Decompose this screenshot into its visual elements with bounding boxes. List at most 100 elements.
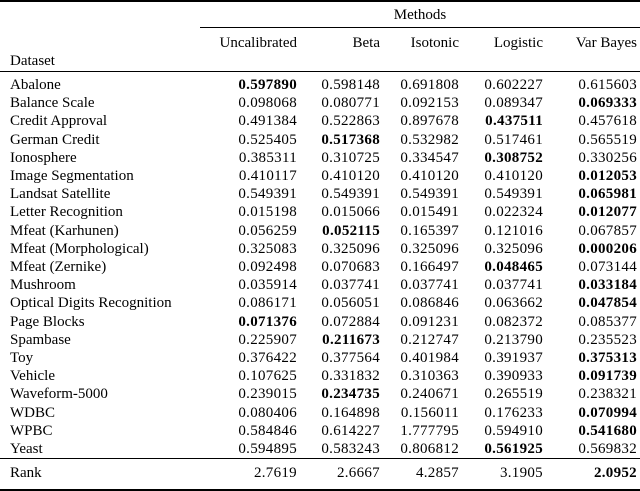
value-cell: 0.391937: [484, 350, 543, 367]
value-cell: 1.777795: [400, 422, 459, 439]
column-header-beta: Beta: [352, 35, 381, 51]
rank-value-cell: 2.6667: [300, 458, 383, 491]
table-row: Balance Scale 0.098068 0.080771 0.092153 0.0…: [0, 94, 640, 112]
dataset-name: German Credit: [10, 131, 100, 148]
value-cell: 0.033184: [578, 277, 637, 294]
value-cell: 0.541680: [578, 422, 637, 439]
methods-group-row: Methods: [0, 1, 640, 28]
value-cell: 0.065981: [578, 186, 637, 203]
value-cell: 0.085377: [578, 313, 637, 330]
value-cell: 0.584846: [238, 422, 297, 439]
value-cell: 0.012077: [578, 204, 637, 221]
value-cell: 0.000206: [578, 240, 637, 257]
table-header: Methods Uncalibrated Beta Isotonic Logistic…: [0, 1, 640, 72]
value-cell: 0.457618: [578, 113, 637, 130]
value-cell: 0.376422: [238, 350, 297, 367]
dataset-name: Abalone: [10, 77, 61, 93]
value-cell: 0.037741: [484, 277, 543, 294]
value-cell: 0.107625: [238, 368, 297, 385]
value-cell: 0.235523: [578, 331, 637, 348]
rank-value-cell: 3.1905: [462, 458, 546, 491]
value-cell: 0.166497: [400, 259, 459, 276]
value-cell: 0.594895: [238, 441, 297, 458]
value-cell: 0.549391: [238, 186, 297, 203]
value-cell: 0.569832: [578, 441, 637, 458]
value-cell: 0.165397: [400, 222, 459, 239]
dataset-name: Mushroom: [10, 277, 76, 294]
column-header-row: Uncalibrated Beta Isotonic Logistic Var Baye…: [0, 28, 640, 54]
value-cell: 0.614227: [321, 422, 380, 439]
table-row: Waveform-5000 0.239015 0.234735 0.240671 0.2…: [0, 385, 640, 403]
value-cell: 0.410120: [321, 168, 380, 185]
table-row: Credit Approval 0.491384 0.522863 0.897678 0…: [0, 112, 640, 130]
value-cell: 0.325083: [238, 240, 297, 257]
value-cell: 0.070994: [578, 404, 637, 421]
value-cell: 0.239015: [238, 386, 297, 403]
value-cell: 0.073144: [578, 259, 637, 276]
dataset-name: Balance Scale: [10, 95, 95, 112]
value-cell: 0.597890: [238, 77, 297, 93]
value-cell: 0.022324: [484, 204, 543, 221]
table-row: Optical Digits Recognition 0.086171 0.0560…: [0, 294, 640, 312]
table-row: Mushroom 0.035914 0.037741 0.037741 0.037741…: [0, 276, 640, 294]
methods-group-header: Methods: [200, 1, 640, 28]
rank-value-cell: 2.0952: [546, 458, 640, 491]
value-cell: 0.532982: [400, 131, 459, 148]
value-cell: 0.212747: [400, 331, 459, 348]
dataset-name: Mfeat (Morphological): [10, 240, 149, 257]
value-cell: 0.121016: [484, 222, 543, 239]
value-cell: 0.437511: [485, 113, 543, 130]
table-body: Abalone 0.597890 0.598148 0.691808 0.602227 0…: [0, 72, 640, 459]
table-row: Letter Recognition 0.015198 0.015066 0.0154…: [0, 203, 640, 221]
value-cell: 0.086846: [400, 295, 459, 312]
table-row: Toy 0.376422 0.377564 0.401984 0.391937 0.375…: [0, 349, 640, 367]
value-cell: 0.615603: [578, 77, 637, 93]
value-cell: 0.390933: [484, 368, 543, 385]
value-cell: 0.091231: [400, 313, 459, 330]
value-cell: 0.012053: [578, 168, 637, 185]
value-cell: 0.594910: [484, 422, 543, 439]
value-cell: 0.080406: [238, 404, 297, 421]
table-row: WDBC 0.080406 0.164898 0.156011 0.176233 0.07…: [0, 404, 640, 422]
value-cell: 0.063662: [484, 295, 543, 312]
value-cell: 0.308752: [484, 149, 543, 166]
table-row: Image Segmentation 0.410117 0.410120 0.4101…: [0, 167, 640, 185]
dataset-name: Toy: [10, 350, 34, 367]
dataset-column-label: Dataset: [0, 53, 200, 72]
value-cell: 0.082372: [484, 313, 543, 330]
corner-spacer-cell: [0, 28, 200, 54]
dataset-name: Spambase: [10, 331, 71, 348]
dataset-name: Optical Digits Recognition: [10, 295, 172, 312]
dataset-name: WPBC: [10, 422, 53, 439]
table-row: Vehicle 0.107625 0.331832 0.310363 0.390933 0…: [0, 367, 640, 385]
dataset-label-row: Dataset: [0, 53, 640, 72]
dataset-name: Yeast: [10, 441, 43, 458]
value-cell: 0.549391: [484, 186, 543, 203]
column-header-logistic: Logistic: [493, 35, 543, 51]
value-cell: 0.806812: [400, 441, 459, 458]
value-cell: 0.156011: [400, 404, 459, 421]
value-cell: 0.525405: [238, 131, 297, 148]
dataset-name: Mfeat (Karhunen): [10, 222, 119, 239]
corner-spacer-cell: [0, 1, 200, 28]
value-cell: 0.691808: [400, 77, 459, 93]
table-row: Abalone 0.597890 0.598148 0.691808 0.602227 0…: [0, 72, 640, 95]
value-cell: 0.310725: [321, 149, 380, 166]
value-cell: 0.334547: [400, 149, 459, 166]
value-cell: 0.037741: [321, 277, 380, 294]
value-cell: 0.015491: [400, 204, 459, 221]
dataset-name: WDBC: [10, 404, 55, 421]
value-cell: 0.517368: [321, 131, 380, 148]
table-footer: Rank 2.7619 2.6667 4.2857 3.1905 2.0952: [0, 458, 640, 491]
value-cell: 0.410120: [484, 168, 543, 185]
dataset-name: Landsat Satellite: [10, 186, 111, 203]
table-row: Mfeat (Zernike) 0.092498 0.070683 0.166497 0…: [0, 258, 640, 276]
column-header-uncalibrated: Uncalibrated: [219, 35, 297, 51]
value-cell: 0.310363: [400, 368, 459, 385]
value-cell: 0.325096: [400, 240, 459, 257]
value-cell: 0.052115: [322, 222, 380, 239]
value-cell: 0.401984: [400, 350, 459, 367]
value-cell: 0.037741: [400, 277, 459, 294]
value-cell: 0.375313: [578, 350, 637, 367]
